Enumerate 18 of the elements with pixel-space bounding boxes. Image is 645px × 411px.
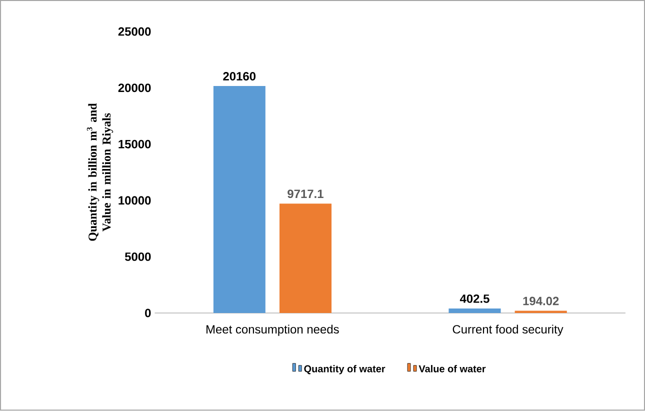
y-tick-label: 5000 (124, 252, 151, 262)
y-tick-label: 0 (145, 308, 151, 318)
data-label: 194.02 (523, 296, 559, 306)
data-label: 20160 (223, 72, 256, 81)
y-tick-label: 25000 (118, 28, 151, 36)
x-tick-label: Meet consumption needs (206, 324, 339, 336)
data-label: 402.5 (460, 294, 490, 304)
y-tick-label: 10000 (118, 196, 151, 205)
bar (514, 310, 567, 314)
legend-label: Quantity of water (304, 365, 386, 374)
data-label: 9717.1 (288, 190, 324, 198)
x-tick-label: Current food security (452, 324, 564, 336)
legend-label: Value of water (418, 365, 486, 373)
bar (279, 204, 332, 314)
y-tick-label: 20000 (118, 84, 151, 92)
bar (448, 308, 501, 314)
bar (213, 86, 266, 314)
y-tick-label: 15000 (118, 140, 151, 149)
